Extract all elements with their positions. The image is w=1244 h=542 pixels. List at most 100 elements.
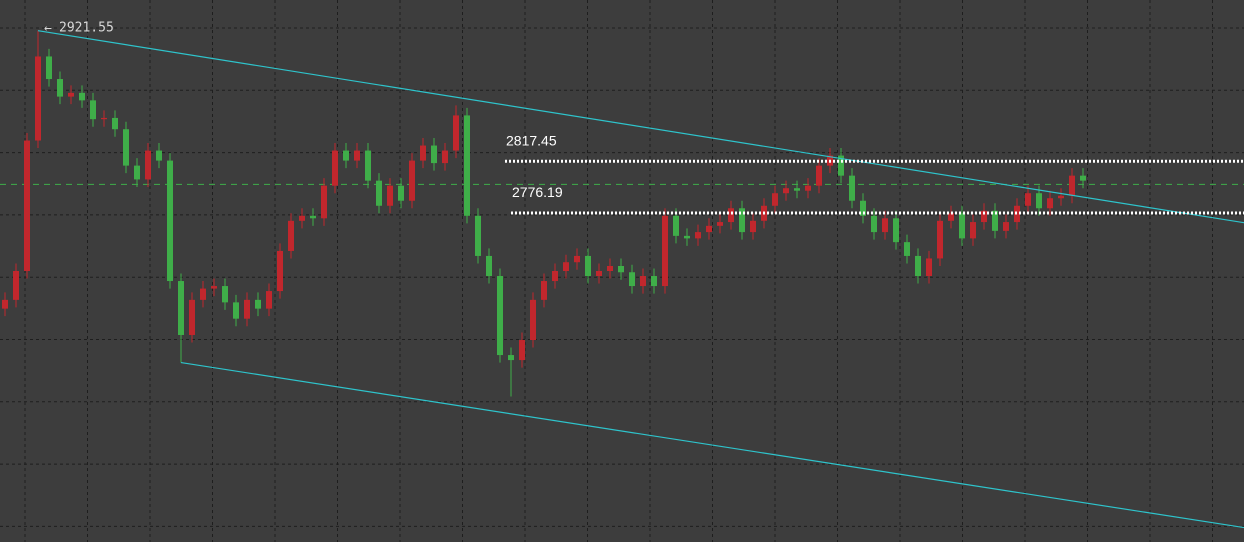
candle-body bbox=[409, 160, 415, 201]
candle-body bbox=[420, 145, 426, 161]
candle-body bbox=[178, 281, 184, 335]
candle-body bbox=[684, 235, 690, 239]
max-arrow: ← bbox=[44, 21, 52, 36]
candle-body bbox=[1069, 175, 1075, 196]
candle-body bbox=[574, 255, 580, 263]
candle-body bbox=[1025, 193, 1031, 206]
candle-body bbox=[277, 250, 283, 292]
candle-body bbox=[860, 200, 866, 216]
candle-body bbox=[90, 100, 96, 120]
candle-body bbox=[1058, 195, 1064, 199]
max-label: 2921.55 bbox=[59, 21, 114, 36]
candle-body bbox=[442, 150, 448, 164]
trendline bbox=[180, 361, 1244, 529]
candle-body bbox=[310, 215, 316, 219]
candle-body bbox=[541, 281, 547, 300]
candle-body bbox=[222, 286, 228, 303]
candle-body bbox=[167, 160, 173, 282]
candle-body bbox=[937, 220, 943, 259]
candle-body bbox=[607, 265, 613, 271]
candle-body bbox=[629, 272, 635, 287]
candle-body bbox=[123, 129, 129, 166]
candle-body bbox=[35, 56, 41, 141]
candle-body bbox=[1036, 193, 1042, 209]
candle-body bbox=[354, 150, 360, 161]
candle-body bbox=[640, 276, 646, 287]
candle-body bbox=[431, 145, 437, 164]
candle-body bbox=[992, 210, 998, 231]
candle-body bbox=[145, 150, 151, 180]
candle-body bbox=[893, 218, 899, 243]
candle-body bbox=[981, 210, 987, 223]
candle-body bbox=[695, 232, 701, 239]
candle-body bbox=[772, 193, 778, 206]
candle-body bbox=[486, 255, 492, 277]
candle-body bbox=[376, 180, 382, 206]
candle-body bbox=[959, 213, 965, 239]
candle-body bbox=[200, 288, 206, 300]
candle-body bbox=[970, 222, 976, 239]
candle-body bbox=[519, 340, 525, 361]
candle-body bbox=[24, 140, 30, 271]
candle-body bbox=[332, 150, 338, 186]
candle-body bbox=[398, 185, 404, 201]
candle-body bbox=[651, 276, 657, 287]
candle-body bbox=[563, 262, 569, 271]
level-label: 2817.45 bbox=[506, 132, 557, 148]
candle-body bbox=[343, 150, 349, 161]
candle-body bbox=[948, 213, 954, 221]
candle-body bbox=[585, 255, 591, 277]
candle-body bbox=[68, 92, 74, 97]
candle-body bbox=[904, 242, 910, 256]
candle-body bbox=[189, 299, 195, 335]
candle-body bbox=[79, 92, 85, 101]
candle-body bbox=[233, 302, 239, 319]
candle-body bbox=[46, 56, 52, 80]
candle-body bbox=[1047, 198, 1053, 209]
candle-body bbox=[882, 218, 888, 233]
candle-body bbox=[1080, 175, 1086, 181]
trendline bbox=[37, 30, 1244, 224]
candle-body bbox=[497, 276, 503, 356]
candle-body bbox=[387, 185, 393, 206]
candle-body bbox=[365, 150, 371, 181]
candle-body bbox=[288, 220, 294, 251]
candle-body bbox=[112, 117, 118, 130]
candle-body bbox=[706, 225, 712, 233]
candle-body bbox=[662, 215, 668, 287]
candle-body bbox=[618, 265, 624, 273]
candle-body bbox=[2, 299, 8, 309]
candle-body bbox=[805, 185, 811, 191]
level-label: 2776.19 bbox=[512, 184, 563, 200]
candle-body bbox=[783, 188, 789, 194]
candle-body bbox=[453, 115, 459, 151]
candle-body bbox=[508, 355, 514, 361]
candle-body bbox=[739, 208, 745, 233]
candle-body bbox=[926, 258, 932, 277]
candle-body bbox=[475, 215, 481, 256]
candle-body bbox=[750, 220, 756, 233]
candle-body bbox=[1003, 222, 1009, 231]
candle-body bbox=[57, 79, 63, 97]
candle-body bbox=[266, 291, 272, 309]
candle-body bbox=[244, 299, 250, 319]
candle-body bbox=[321, 185, 327, 219]
candle-body bbox=[871, 215, 877, 233]
candle-body bbox=[211, 286, 217, 289]
candle-body bbox=[464, 115, 470, 216]
candle-body bbox=[838, 155, 844, 176]
candle-body bbox=[530, 299, 536, 341]
candle-body bbox=[816, 165, 822, 186]
candle-body bbox=[849, 175, 855, 201]
candle-body bbox=[299, 215, 305, 221]
candle-body bbox=[596, 271, 602, 277]
candle-body bbox=[101, 117, 107, 120]
candle-body bbox=[717, 222, 723, 226]
candle-body bbox=[255, 299, 261, 309]
candle-body bbox=[673, 215, 679, 236]
candle-body bbox=[915, 255, 921, 277]
candle-body bbox=[156, 150, 162, 161]
